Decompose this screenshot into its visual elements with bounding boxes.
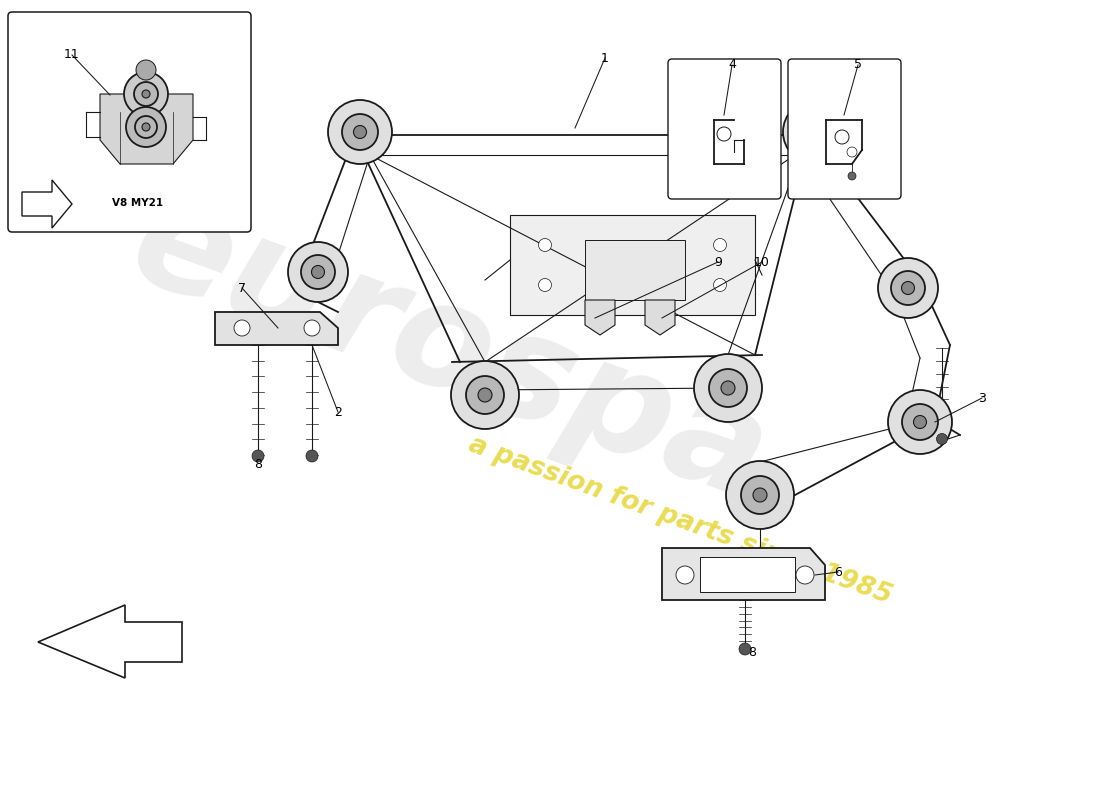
FancyBboxPatch shape bbox=[8, 12, 251, 232]
Circle shape bbox=[353, 126, 366, 138]
Polygon shape bbox=[100, 94, 192, 164]
Circle shape bbox=[135, 116, 157, 138]
Text: 3: 3 bbox=[978, 391, 986, 405]
Circle shape bbox=[726, 461, 794, 529]
Circle shape bbox=[136, 60, 156, 80]
Polygon shape bbox=[662, 548, 825, 600]
Circle shape bbox=[878, 258, 938, 318]
Circle shape bbox=[301, 255, 336, 289]
Circle shape bbox=[134, 82, 158, 106]
Text: 6: 6 bbox=[834, 566, 842, 578]
Polygon shape bbox=[510, 215, 755, 315]
Polygon shape bbox=[22, 180, 72, 228]
Circle shape bbox=[466, 376, 504, 414]
Circle shape bbox=[451, 361, 519, 429]
Text: eurospa: eurospa bbox=[113, 170, 786, 530]
Circle shape bbox=[796, 566, 814, 584]
Circle shape bbox=[754, 488, 767, 502]
Circle shape bbox=[676, 566, 694, 584]
Circle shape bbox=[252, 450, 264, 462]
Circle shape bbox=[539, 238, 551, 251]
Circle shape bbox=[891, 271, 925, 305]
Circle shape bbox=[714, 238, 726, 251]
Circle shape bbox=[741, 476, 779, 514]
Circle shape bbox=[720, 381, 735, 395]
Text: 5: 5 bbox=[854, 58, 862, 71]
Circle shape bbox=[848, 172, 856, 180]
Circle shape bbox=[888, 390, 952, 454]
Circle shape bbox=[288, 242, 348, 302]
Circle shape bbox=[902, 404, 938, 440]
Text: 7: 7 bbox=[238, 282, 246, 294]
Circle shape bbox=[936, 434, 947, 445]
Text: V8 MY21: V8 MY21 bbox=[112, 198, 164, 208]
Circle shape bbox=[304, 320, 320, 336]
Polygon shape bbox=[39, 605, 182, 678]
Text: a passion for parts since 1985: a passion for parts since 1985 bbox=[465, 431, 895, 609]
Circle shape bbox=[342, 114, 378, 150]
Circle shape bbox=[478, 388, 492, 402]
Text: 4: 4 bbox=[728, 58, 736, 71]
Text: 9: 9 bbox=[714, 255, 722, 269]
Text: 1: 1 bbox=[601, 51, 609, 65]
Polygon shape bbox=[214, 312, 338, 345]
Polygon shape bbox=[645, 300, 675, 335]
Circle shape bbox=[306, 450, 318, 462]
Text: 10: 10 bbox=[755, 255, 770, 269]
Circle shape bbox=[234, 320, 250, 336]
Polygon shape bbox=[585, 300, 615, 335]
Circle shape bbox=[124, 72, 168, 116]
FancyBboxPatch shape bbox=[788, 59, 901, 199]
Circle shape bbox=[126, 107, 166, 147]
Circle shape bbox=[798, 114, 833, 150]
Circle shape bbox=[539, 278, 551, 291]
Circle shape bbox=[710, 369, 747, 407]
Bar bbox=[700, 557, 795, 592]
Circle shape bbox=[783, 100, 847, 164]
Circle shape bbox=[913, 415, 926, 429]
Text: 8: 8 bbox=[254, 458, 262, 471]
Circle shape bbox=[142, 123, 150, 131]
Circle shape bbox=[739, 643, 751, 655]
Circle shape bbox=[694, 354, 762, 422]
Circle shape bbox=[714, 278, 726, 291]
Text: 11: 11 bbox=[64, 49, 80, 62]
Bar bbox=[585, 240, 685, 300]
Circle shape bbox=[808, 126, 822, 138]
Circle shape bbox=[328, 100, 392, 164]
Circle shape bbox=[902, 282, 914, 294]
FancyBboxPatch shape bbox=[668, 59, 781, 199]
Circle shape bbox=[142, 90, 150, 98]
Text: 2: 2 bbox=[334, 406, 342, 418]
Text: 8: 8 bbox=[748, 646, 756, 658]
Circle shape bbox=[311, 266, 324, 278]
